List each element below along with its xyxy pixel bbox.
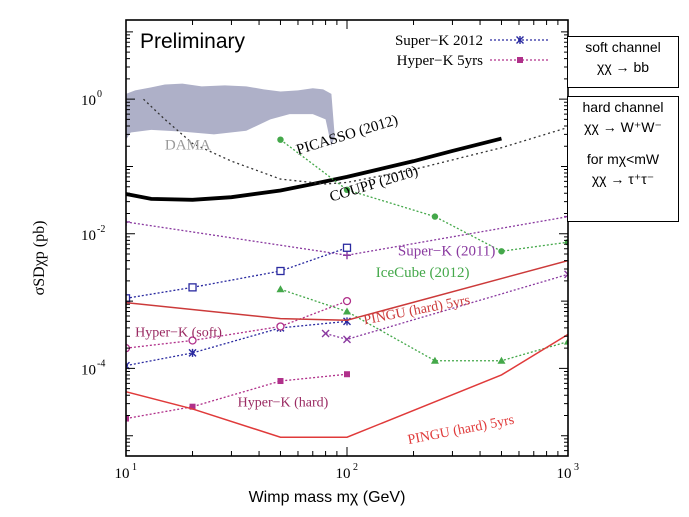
point-super-k-2012-soft-2 <box>276 266 285 276</box>
point-super-k-2011-hard-2 <box>564 270 568 279</box>
annotation-pingu-hard-5yrs-8: PINGU (hard) 5yrs <box>407 413 516 448</box>
point-super-k-2011-1 <box>343 251 351 260</box>
series-picasso-2012-line <box>126 136 502 202</box>
plot-area <box>126 83 568 438</box>
point-super-k-2011-hard-0 <box>321 329 330 338</box>
point-hyper-k-hard-0 <box>126 415 129 422</box>
y-tick-exponent-0: -4 <box>97 358 105 369</box>
series-icecube-2012-line <box>280 139 568 252</box>
point-super-k-2012-hard-3 <box>343 317 351 326</box>
x-tick-label-0: 10 <box>115 466 130 482</box>
point-hyper-k-hard-1 <box>189 403 196 410</box>
legend-label-super-k-2012: Super−K 2012 <box>395 33 483 49</box>
point-super-k-2012-soft-1 <box>188 283 197 292</box>
point-super-k-2012-soft-3 <box>342 243 352 252</box>
point-super-k-2012-hard-1 <box>188 348 197 357</box>
point-icecube-2012-0 <box>277 136 284 143</box>
legend-label-hyper-k-5yrs: Hyper−K 5yrs <box>397 53 484 69</box>
series-super-k-2012-hard-line <box>126 320 348 367</box>
point-icecube-2012-hard-1 <box>343 307 351 315</box>
legend <box>490 36 550 63</box>
x-tick-exponent-0: 1 <box>132 462 137 473</box>
y-tick-label-1: 10 <box>81 228 96 244</box>
annotation-pingu-hard-5yrs-5: PINGU (hard) 5yrs <box>362 293 471 328</box>
y-tick-exponent-2: 0 <box>97 89 102 100</box>
annotation-picasso-2012-1: PICASSO (2012) <box>294 112 400 158</box>
point-super-k-2011-hard-1 <box>343 335 351 344</box>
point-hyper-k-soft-2 <box>276 322 285 331</box>
annotation-icecube-2012-4: IceCube (2012) <box>376 265 470 281</box>
point-icecube-2012-3 <box>498 248 505 255</box>
x-tick-label-1: 10 <box>336 466 351 482</box>
series-super-k-2012-soft-line <box>126 247 348 299</box>
point-super-k-2011-0 <box>126 217 130 226</box>
y-tick-label-0: 10 <box>81 362 96 378</box>
x-tick-exponent-2: 3 <box>574 462 579 473</box>
point-hyper-k-soft-1 <box>188 336 197 345</box>
soft-channel-process: χχ → bb <box>596 59 650 75</box>
x-tick-exponent-1: 2 <box>353 462 358 473</box>
point-super-k-2011-2 <box>564 212 568 221</box>
x-axis-label: Wimp mass mχ (GeV) <box>249 489 406 506</box>
y-tick-exponent-1: -2 <box>97 224 105 235</box>
y-tick-label-2: 10 <box>81 93 96 109</box>
annotation-hyper-k-hard-7: Hyper−K (hard) <box>238 396 329 411</box>
annotation-super-k-2011-3: Super−K (2011) <box>398 243 495 259</box>
point-icecube-2012-hard-3 <box>497 356 506 364</box>
annotation-dama-0: DAMA <box>165 137 211 153</box>
series-dama-region <box>126 83 335 147</box>
series-coupp-2010-line <box>143 98 568 185</box>
hard-channel-process: χχ → W⁺W⁻ <box>584 119 662 135</box>
series-pingu-hard-5yrs-soft-line <box>126 259 568 321</box>
chart-title: Preliminary <box>140 30 246 53</box>
hard-channel-title: hard channel <box>582 99 664 115</box>
series-icecube-2012-hard-line <box>280 288 568 362</box>
legend-marker-0 <box>516 36 524 44</box>
legend-marker-1 <box>517 57 523 63</box>
point-icecube-2012-hard-2 <box>430 356 439 364</box>
point-icecube-2012-hard-0 <box>276 285 285 293</box>
point-hyper-k-soft-3 <box>342 296 352 306</box>
hard-channel-condition: for mχ<mW <box>586 151 660 167</box>
point-icecube-2012-2 <box>431 213 439 220</box>
y-axis-label: σSDχp (pb) <box>31 221 48 296</box>
point-hyper-k-hard-2 <box>277 378 284 385</box>
hard-channel-tau-process: χχ → τ⁺τ⁻ <box>591 171 655 187</box>
hard-channel-box: hard channel χχ → W⁺W⁻ for mχ<mW χχ → τ⁺… <box>567 96 679 222</box>
series-hyper-k-hard-line <box>126 373 348 420</box>
series-hyper-k-soft-line <box>126 300 348 349</box>
series-pingu-hard-5yrs-line <box>126 333 568 438</box>
point-super-k-2012-soft-0 <box>126 294 131 303</box>
soft-channel-title: soft channel <box>585 39 661 55</box>
series-super-k-2011-line <box>126 215 568 256</box>
point-hyper-k-hard-3 <box>344 371 350 378</box>
point-icecube-2012-hard-4 <box>564 337 568 345</box>
annotation-hyper-k-soft-6: Hyper−K (soft) <box>135 325 222 340</box>
soft-channel-box: soft channel χχ → bb <box>567 36 679 88</box>
point-icecube-2012-1 <box>343 186 351 194</box>
x-tick-label-2: 10 <box>557 466 572 482</box>
